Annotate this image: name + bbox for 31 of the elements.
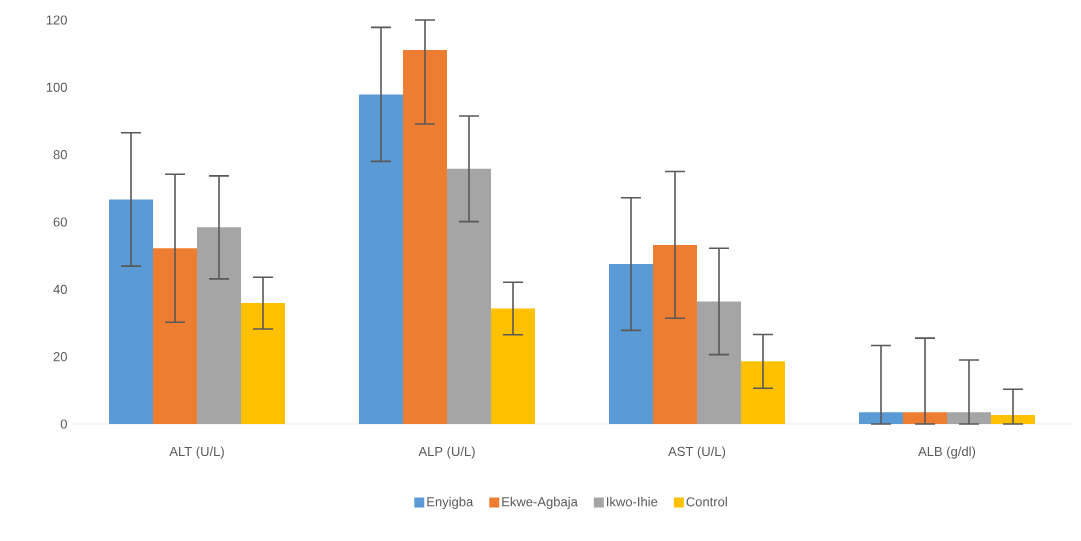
bar <box>902 412 947 424</box>
y-tick-label: 120 <box>46 15 67 25</box>
y-tick-label: 0 <box>60 419 67 429</box>
bar <box>153 248 198 424</box>
bar <box>697 301 741 424</box>
x-tick-label: ALB (g/dl) <box>918 446 976 459</box>
bar <box>491 308 535 424</box>
bar <box>197 227 242 424</box>
y-tick-label: 100 <box>46 82 67 92</box>
bar <box>447 168 491 424</box>
legend-label: Ikwo-Ihie <box>607 496 658 507</box>
bar <box>609 264 653 424</box>
legend-label: Control <box>686 496 727 507</box>
y-tick-label: 40 <box>53 284 67 294</box>
bar <box>241 303 286 424</box>
bar <box>109 199 154 424</box>
bar <box>403 49 447 424</box>
x-tick-label: AST (U/L) <box>668 446 726 459</box>
x-tick-label: ALT (U/L) <box>169 446 224 459</box>
bar <box>741 361 785 424</box>
bar <box>359 94 403 424</box>
y-tick-label: 20 <box>53 352 67 362</box>
x-tick-label: ALP (U/L) <box>418 446 475 459</box>
bar <box>858 412 903 424</box>
y-tick-label: 60 <box>53 217 67 227</box>
bar <box>990 414 1035 424</box>
y-tick-label: 80 <box>53 150 67 160</box>
legend-label: Enyigba <box>427 496 474 509</box>
legend-label: Ekwe-Agbaja <box>502 496 578 509</box>
bar <box>653 244 697 424</box>
bar <box>946 412 991 424</box>
